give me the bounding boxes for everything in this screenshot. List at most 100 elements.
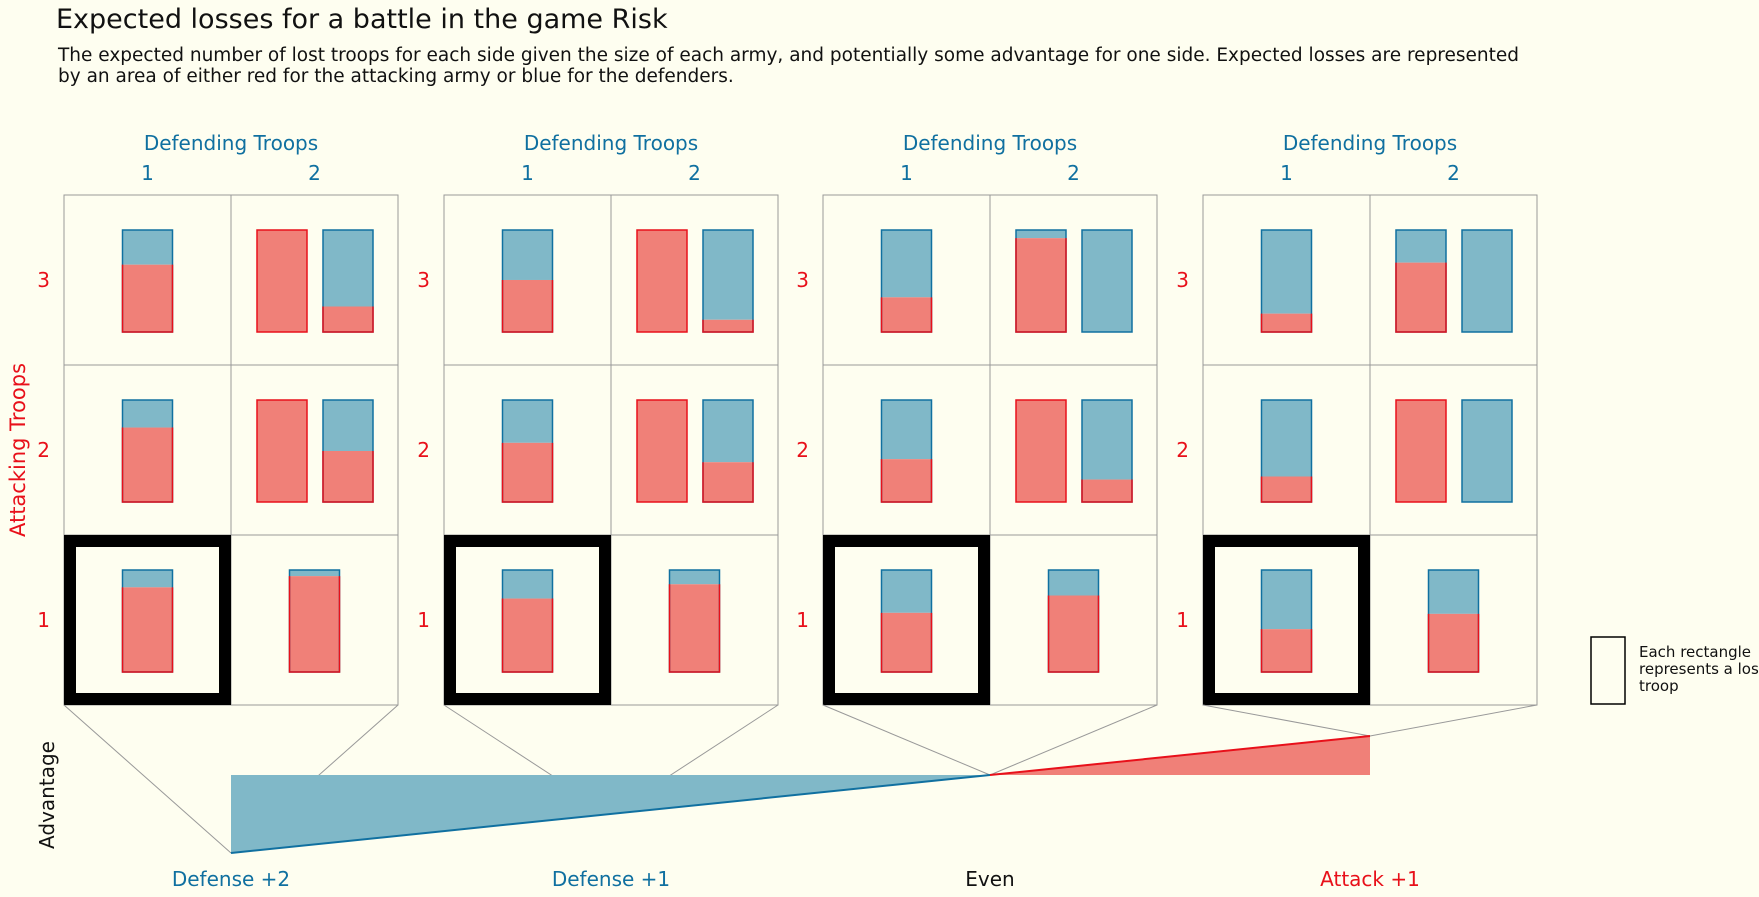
bar-outline bbox=[636, 399, 688, 503]
column-tick-label: 2 bbox=[1447, 161, 1460, 185]
attacker-loss-bar bbox=[122, 427, 173, 502]
attack-advantage-line bbox=[989, 735, 1371, 776]
row-tick-label: 3 bbox=[796, 268, 809, 292]
defender-loss-bar bbox=[1261, 230, 1312, 314]
connector-line bbox=[989, 704, 1158, 776]
connector-line bbox=[63, 704, 232, 854]
attacker-loss-bar bbox=[323, 451, 373, 502]
highlighted-cell bbox=[823, 535, 990, 705]
attacker-loss-bar bbox=[257, 400, 307, 502]
attacker-bar-outline bbox=[121, 587, 174, 673]
defender-loss-bar bbox=[1261, 400, 1312, 477]
row-tick-label: 2 bbox=[417, 438, 430, 462]
bar-outline bbox=[256, 399, 308, 503]
attacker-loss-bar bbox=[703, 462, 753, 502]
bar-outline bbox=[1395, 399, 1447, 503]
bar-outline bbox=[1015, 399, 1067, 503]
column-tick-label: 1 bbox=[900, 161, 913, 185]
attacker-loss-bar bbox=[122, 264, 173, 332]
row-tick-label: 2 bbox=[796, 438, 809, 462]
advantage-label: Even bbox=[965, 867, 1014, 891]
highlighted-cell bbox=[64, 535, 231, 705]
attacker-loss-bar bbox=[502, 598, 553, 672]
defender-loss-bar bbox=[289, 570, 340, 577]
row-tick-label: 1 bbox=[37, 608, 50, 632]
chart-subtitle: The expected number of lost troops for e… bbox=[58, 45, 1520, 87]
defender-loss-bar bbox=[502, 570, 553, 599]
bar-outline bbox=[1461, 399, 1513, 503]
row-tick-label: 3 bbox=[1176, 268, 1189, 292]
attacker-bar-outline bbox=[288, 576, 341, 673]
defender-loss-bar bbox=[881, 230, 932, 298]
defender-loss-bar bbox=[502, 230, 553, 280]
row-tick-label: 1 bbox=[796, 608, 809, 632]
attacker-bar-outline bbox=[1427, 613, 1480, 673]
column-tick-label: 1 bbox=[1280, 161, 1293, 185]
defender-loss-bar bbox=[1462, 400, 1512, 502]
highlighted-cell bbox=[444, 535, 611, 705]
row-tick-label: 1 bbox=[1176, 608, 1189, 632]
column-axis-label: Defending Troops bbox=[903, 131, 1077, 155]
defender-loss-bar bbox=[1048, 570, 1099, 596]
attacker-bar-outline bbox=[1260, 313, 1313, 333]
attacker-loss-bar bbox=[1016, 400, 1066, 502]
defender-loss-bar bbox=[703, 230, 753, 320]
row-tick-label: 3 bbox=[417, 268, 430, 292]
defender-loss-bar bbox=[1261, 570, 1312, 630]
chart-title: Expected losses for a battle in the game… bbox=[56, 4, 668, 35]
legend-text-line: represents a lost bbox=[1639, 660, 1759, 678]
row-tick-label: 2 bbox=[37, 438, 50, 462]
highlighted-cell bbox=[1203, 535, 1370, 705]
attacker-loss-bar bbox=[1396, 400, 1446, 502]
attacker-loss-bar bbox=[1016, 238, 1066, 332]
defender-loss-bar bbox=[122, 570, 173, 588]
attacker-bar-outline bbox=[1395, 262, 1447, 333]
advantage-label: Defense +1 bbox=[552, 867, 670, 891]
attacker-loss-bar bbox=[1261, 629, 1312, 672]
attacker-loss-bar bbox=[122, 587, 173, 672]
attacker-loss-bar bbox=[669, 584, 720, 672]
advantage-label: Defense +2 bbox=[172, 867, 290, 891]
attacker-bar-outline bbox=[702, 462, 754, 503]
defender-loss-bar bbox=[669, 570, 720, 585]
defender-loss-bar bbox=[122, 230, 173, 265]
attacker-bar-outline bbox=[1260, 476, 1313, 503]
advantage-axis-label: Advantage bbox=[35, 741, 59, 849]
attacker-bar-outline bbox=[322, 451, 374, 503]
defender-loss-bar bbox=[502, 400, 553, 443]
defender-loss-bar bbox=[323, 230, 373, 307]
attacker-loss-bar bbox=[502, 442, 553, 502]
column-axis-label: Defending Troops bbox=[524, 131, 698, 155]
bar-outline bbox=[636, 229, 688, 333]
attacker-bar-outline bbox=[880, 297, 933, 333]
attacker-bar-outline bbox=[880, 612, 933, 673]
defender-loss-bar bbox=[1082, 400, 1132, 480]
attacker-loss-bar bbox=[1261, 476, 1312, 502]
attacker-bar-outline bbox=[1047, 595, 1100, 673]
attacker-bar-outline bbox=[501, 442, 554, 503]
attacker-loss-bar bbox=[881, 459, 932, 502]
column-axis-label: Defending Troops bbox=[1283, 131, 1457, 155]
connector-line bbox=[822, 704, 991, 776]
defender-loss-bar bbox=[323, 400, 373, 451]
defender-loss-bar bbox=[1082, 230, 1132, 332]
attacker-loss-bar bbox=[502, 279, 553, 332]
row-tick-label: 3 bbox=[37, 268, 50, 292]
advantage-label: Attack +1 bbox=[1320, 867, 1420, 891]
bar-outline bbox=[1461, 229, 1513, 333]
attacker-loss-bar bbox=[257, 230, 307, 332]
defender-loss-bar bbox=[1016, 230, 1066, 239]
column-tick-label: 2 bbox=[1067, 161, 1080, 185]
attacker-bar-outline bbox=[880, 459, 933, 503]
attacker-bar-outline bbox=[121, 264, 174, 333]
attacker-loss-bar bbox=[1396, 262, 1446, 332]
row-axis-label: Attacking Troops bbox=[6, 363, 30, 537]
attacker-loss-bar bbox=[881, 297, 932, 332]
attacker-bar-outline bbox=[1260, 629, 1313, 673]
attacker-bar-outline bbox=[1081, 479, 1133, 503]
attacker-loss-bar bbox=[1261, 313, 1312, 332]
attacker-bar-outline bbox=[501, 279, 554, 333]
defender-loss-bar bbox=[881, 570, 932, 613]
attacker-loss-bar bbox=[1048, 595, 1099, 672]
connector-line bbox=[1202, 704, 1371, 737]
